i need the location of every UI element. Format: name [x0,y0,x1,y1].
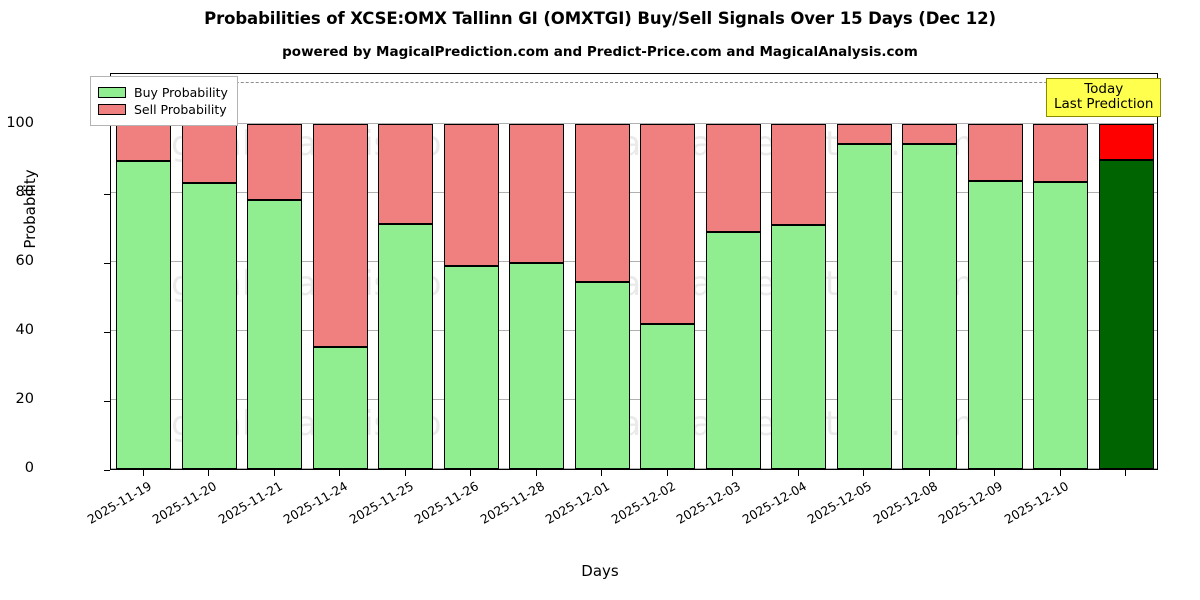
bar-segment-buy [967,180,1023,469]
gridline [111,123,1157,124]
bar-segment-buy [443,265,499,469]
today-line1: Today [1084,81,1124,97]
bar-segment-buy [247,199,303,469]
legend-swatch [98,104,126,115]
bar-segment-sell [1098,124,1154,161]
bar-segment-buy [116,160,172,469]
x-axis-tick-mark [470,470,472,476]
bar-segment-sell [443,124,499,266]
x-axis-tick-mark [928,470,930,476]
x-axis-tick-mark [797,470,799,476]
x-axis-tick-mark [339,470,341,476]
bar-group [640,74,696,469]
bar-group [116,74,172,469]
legend-label: Buy Probability [134,85,228,100]
legend-item: Buy Probability [98,85,228,100]
bar-segment-sell [574,124,630,282]
bar-group [247,74,303,469]
x-axis-tick-mark [1059,470,1061,476]
bar-segment-sell [116,124,172,161]
y-axis-tick-mark [104,194,110,196]
y-axis-tick-mark [104,401,110,403]
bar-segment-buy [902,144,958,469]
bar-segment-sell [705,124,761,232]
bar-segment-buy [509,263,565,469]
x-axis-tick-mark [863,470,865,476]
bar-segment-buy [836,144,892,469]
bar-segment-sell [640,124,696,325]
gridline [111,192,1157,193]
bar-group [509,74,565,469]
bar-group [902,74,958,469]
bar-segment-sell [247,124,303,200]
bar-segment-buy [1033,181,1089,469]
y-axis-tick-label: 0 [24,460,34,476]
x-axis-tick-mark [535,470,537,476]
today-annotation: Today Last Prediction [1046,78,1162,118]
bar-segment-buy [181,183,237,469]
bar-group [1033,74,1089,469]
bar-segment-sell [967,124,1023,181]
bar-segment-sell [771,124,827,226]
bar-group [836,74,892,469]
y-axis-tick-label: 20 [15,391,34,407]
gridline [111,468,1157,469]
legend-swatch [98,87,126,98]
legend-item: Sell Probability [98,102,228,117]
bar-segment-sell [836,124,892,145]
x-axis-tick-mark [273,470,275,476]
x-axis-tick-mark [601,470,603,476]
bar-group [181,74,237,469]
bar-group [967,74,1023,469]
bar-group [574,74,630,469]
bar-series-layer [111,74,1157,469]
gridline [111,399,1157,400]
y-axis-tick-label: 80 [15,184,34,200]
plot-area: MagicalAnalysis.comMagicalPrediction.com… [110,73,1158,470]
bar-segment-sell [378,124,434,225]
legend-label: Sell Probability [134,102,227,117]
gridline [111,261,1157,262]
bar-segment-buy [705,231,761,469]
today-line2: Last Prediction [1054,96,1154,113]
bar-segment-sell [312,124,368,347]
gridline [111,330,1157,331]
x-axis-tick-mark [732,470,734,476]
bar-group [312,74,368,469]
bar-group [771,74,827,469]
y-axis-tick-label: 100 [6,115,34,131]
bar-segment-sell [181,124,237,184]
x-axis-tick-mark [404,470,406,476]
y-axis-tick-mark [104,263,110,265]
bar-group [443,74,499,469]
bar-segment-buy [1098,160,1154,469]
x-axis-tick-mark [666,470,668,476]
bar-segment-sell [509,124,565,264]
bar-group [378,74,434,469]
bar-group [705,74,761,469]
chart-legend: Buy Probability Sell Probability [90,76,238,126]
bar-segment-buy [640,324,696,469]
x-axis-tick-mark [142,470,144,476]
bar-segment-buy [771,225,827,469]
bar-segment-buy [574,281,630,469]
bar-segment-buy [378,224,434,469]
x-axis-tick-mark [208,470,210,476]
x-axis-tick-mark [994,470,996,476]
page-title: Probabilities of XCSE:OMX Tallinn GI (OM… [204,9,996,28]
bar-segment-sell [902,124,958,145]
y-axis-tick-label: 60 [15,253,34,269]
bar-segment-sell [1033,124,1089,182]
x-axis-tick-mark [1125,470,1127,476]
threshold-dashed-line [111,81,1157,83]
bar-segment-buy [312,346,368,469]
chart-subtitle: powered by MagicalPrediction.com and Pre… [282,44,918,60]
bar-group [1098,74,1154,469]
y-axis-label: Probability [21,169,39,249]
y-axis-tick-mark [104,332,110,334]
y-axis-tick-mark [104,470,110,472]
y-axis-tick-label: 40 [15,322,34,338]
x-axis-label: Days [581,562,619,580]
